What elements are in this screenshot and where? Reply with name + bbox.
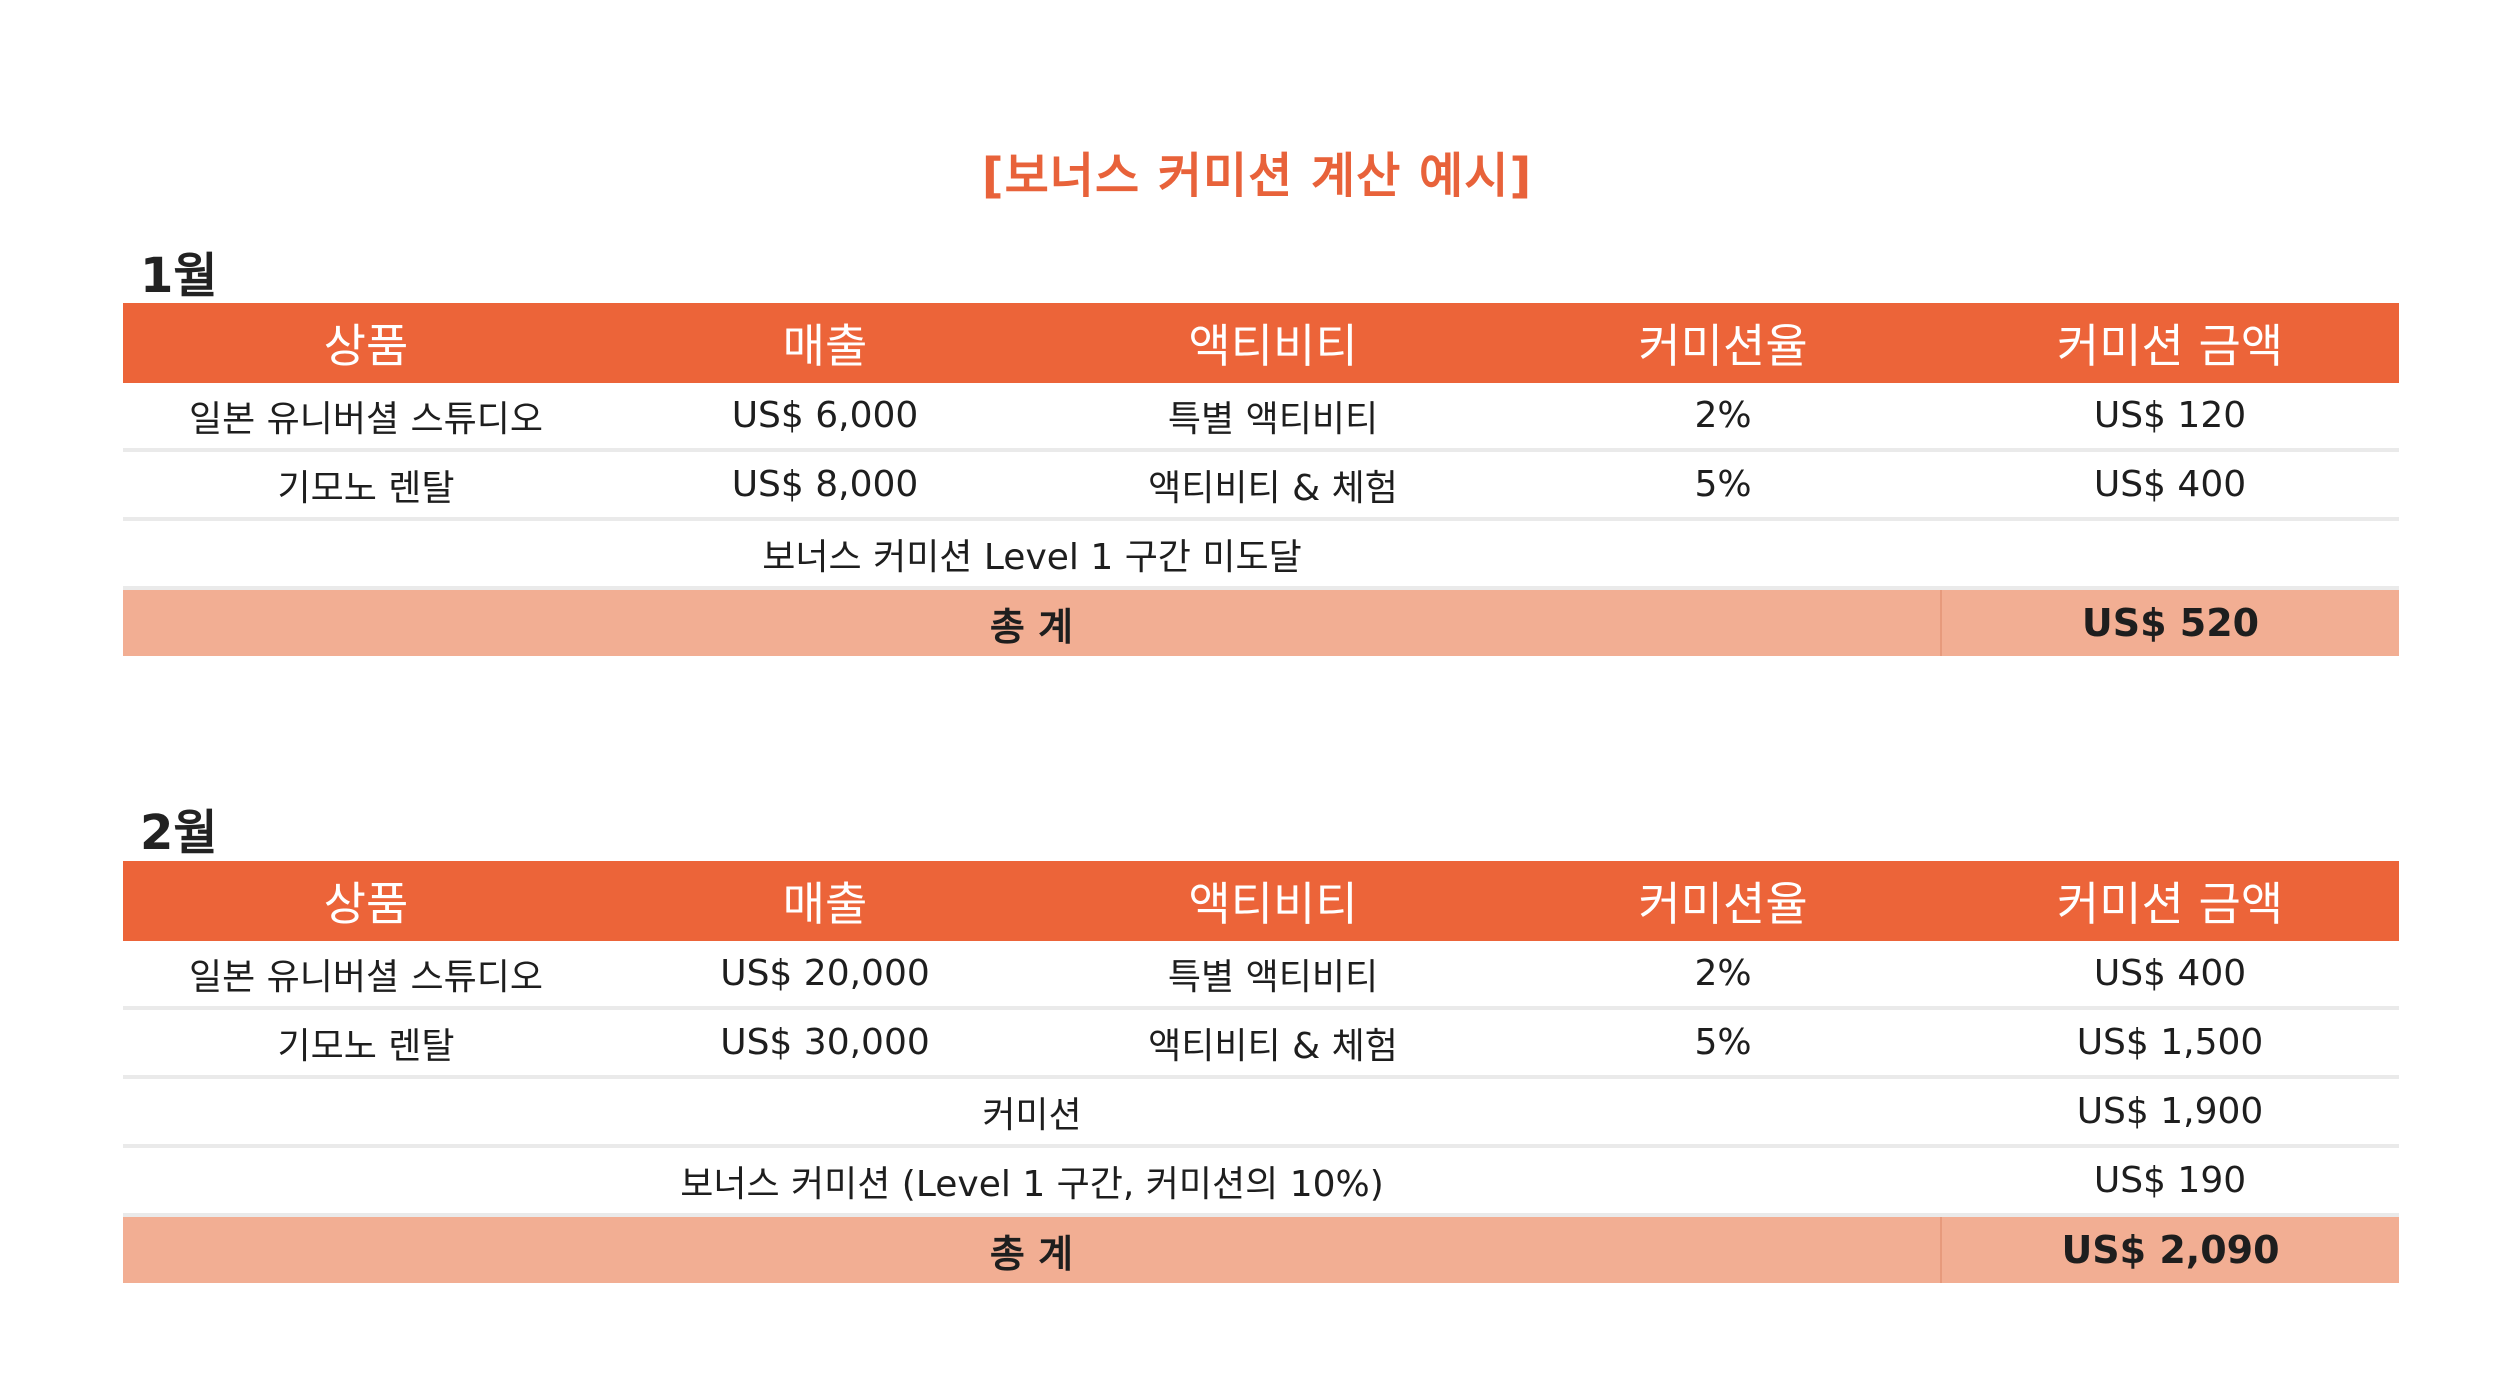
column-header-sales: 매출 bbox=[609, 861, 1041, 941]
total-amount: US$ 2,090 bbox=[1940, 1215, 2399, 1283]
commission-label: 커미션 bbox=[123, 1077, 1941, 1148]
table-row: 기모노 렌탈 US$ 8,000 액티비티 & 체험 5% US$ 400 bbox=[123, 450, 2399, 521]
activity-cell: 액티비티 & 체험 bbox=[1041, 1008, 1505, 1079]
sales-cell: US$ 8,000 bbox=[609, 450, 1041, 521]
column-header-rate: 커미션율 bbox=[1505, 303, 1941, 383]
sales-cell: US$ 20,000 bbox=[609, 941, 1041, 1010]
sales-cell: US$ 30,000 bbox=[609, 1008, 1041, 1079]
table-header-row: 상품 매출 액티비티 커미션율 커미션 금액 bbox=[123, 303, 2399, 383]
column-header-product: 상품 bbox=[123, 861, 609, 941]
activity-cell: 액티비티 & 체험 bbox=[1041, 450, 1505, 521]
bonus-note-label: 보너스 커미션 Level 1 구간 미도달 bbox=[123, 519, 1941, 590]
rate-cell: 2% bbox=[1505, 383, 1941, 452]
total-row: 총 계 US$ 2,090 bbox=[123, 1215, 2399, 1283]
amount-cell: US$ 1,500 bbox=[1941, 1008, 2399, 1079]
total-row: 총 계 US$ 520 bbox=[123, 588, 2399, 656]
bonus-note-amount bbox=[1941, 519, 2399, 590]
january-commission-table: 상품 매출 액티비티 커미션율 커미션 금액 일본 유니버셜 스튜디오 US$ … bbox=[123, 303, 2399, 656]
page-title: [보너스 커미션 계산 예시] bbox=[981, 148, 1533, 204]
product-cell: 기모노 렌탈 bbox=[123, 450, 609, 521]
column-header-amount: 커미션 금액 bbox=[1941, 303, 2399, 383]
column-header-rate: 커미션율 bbox=[1505, 861, 1941, 941]
table-row: 기모노 렌탈 US$ 30,000 액티비티 & 체험 5% US$ 1,500 bbox=[123, 1008, 2399, 1079]
rate-cell: 5% bbox=[1505, 450, 1941, 521]
activity-cell: 특별 액티비티 bbox=[1041, 383, 1505, 452]
bonus-note-row: 보너스 커미션 Level 1 구간 미도달 bbox=[123, 519, 2399, 590]
commission-amount: US$ 1,900 bbox=[1941, 1077, 2399, 1148]
bonus-commission-row: 보너스 커미션 (Level 1 구간, 커미션의 10%) US$ 190 bbox=[123, 1146, 2399, 1217]
total-label: 총 계 bbox=[123, 588, 1941, 656]
table-header-row: 상품 매출 액티비티 커미션율 커미션 금액 bbox=[123, 861, 2399, 941]
table-row: 일본 유니버셜 스튜디오 US$ 20,000 특별 액티비티 2% US$ 4… bbox=[123, 941, 2399, 1010]
column-header-activity: 액티비티 bbox=[1041, 861, 1505, 941]
rate-cell: 2% bbox=[1505, 941, 1941, 1010]
bonus-commission-label: 보너스 커미션 (Level 1 구간, 커미션의 10%) bbox=[123, 1146, 1941, 1217]
amount-cell: US$ 120 bbox=[1941, 383, 2399, 452]
table-row: 일본 유니버셜 스튜디오 US$ 6,000 특별 액티비티 2% US$ 12… bbox=[123, 383, 2399, 452]
commission-row: 커미션 US$ 1,900 bbox=[123, 1077, 2399, 1148]
product-cell: 기모노 렌탈 bbox=[123, 1008, 609, 1079]
february-commission-table: 상품 매출 액티비티 커미션율 커미션 금액 일본 유니버셜 스튜디오 US$ … bbox=[123, 861, 2399, 1283]
amount-cell: US$ 400 bbox=[1941, 941, 2399, 1010]
total-amount: US$ 520 bbox=[1940, 588, 2399, 656]
activity-cell: 특별 액티비티 bbox=[1041, 941, 1505, 1010]
amount-cell: US$ 400 bbox=[1941, 450, 2399, 521]
bonus-commission-amount: US$ 190 bbox=[1941, 1146, 2399, 1217]
column-header-activity: 액티비티 bbox=[1041, 303, 1505, 383]
sales-cell: US$ 6,000 bbox=[609, 383, 1041, 452]
column-header-sales: 매출 bbox=[609, 303, 1041, 383]
product-cell: 일본 유니버셜 스튜디오 bbox=[123, 383, 609, 452]
column-header-product: 상품 bbox=[123, 303, 609, 383]
month-label-february: 2월 bbox=[140, 805, 218, 861]
column-header-amount: 커미션 금액 bbox=[1941, 861, 2399, 941]
total-label: 총 계 bbox=[123, 1215, 1941, 1283]
rate-cell: 5% bbox=[1505, 1008, 1941, 1079]
month-label-january: 1월 bbox=[140, 248, 218, 304]
product-cell: 일본 유니버셜 스튜디오 bbox=[123, 941, 609, 1010]
